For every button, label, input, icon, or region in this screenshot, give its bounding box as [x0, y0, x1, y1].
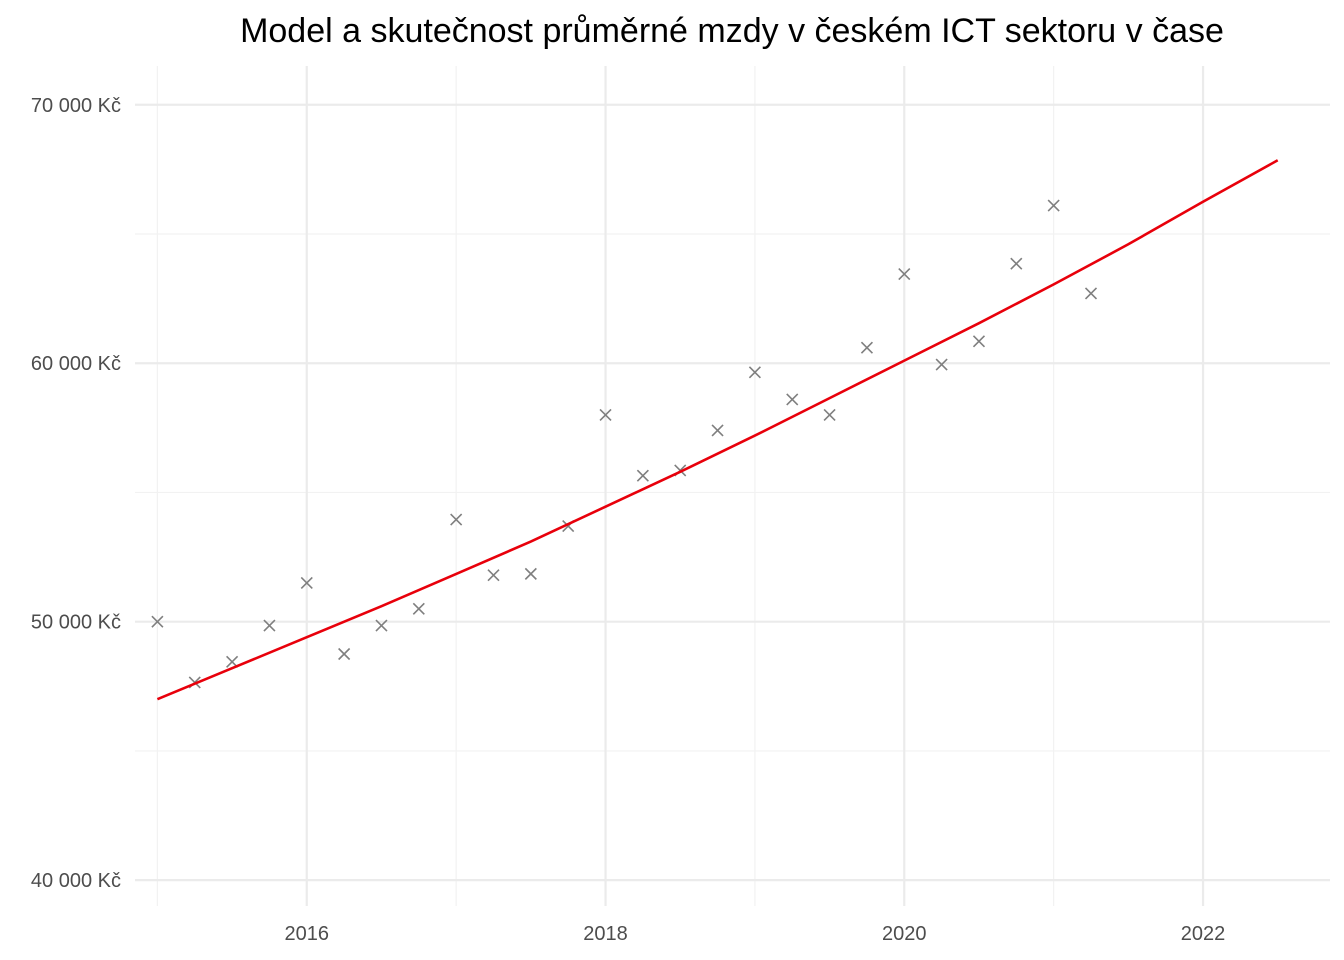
x-tick-label: 2018 [583, 923, 628, 945]
data-point [748, 366, 761, 379]
model-line [156, 159, 1279, 701]
data-point [935, 358, 948, 371]
data-point [263, 619, 276, 632]
data-point [412, 602, 425, 615]
data-point [636, 469, 649, 482]
y-tick-label: 70 000 Kč [31, 95, 121, 117]
data-point [487, 569, 500, 582]
plot-area [151, 159, 1279, 701]
data-point [898, 267, 911, 281]
grid-lines [135, 66, 1330, 906]
x-tick-label: 2016 [285, 923, 330, 945]
data-point [860, 341, 874, 354]
data-point [450, 513, 463, 526]
data-point [972, 335, 986, 348]
chart-title: Model a skutečnost průměrné mzdy v české… [240, 12, 1224, 50]
y-axis-tick-labels: 40 000 Kč 50 000 Kč 60 000 Kč 70 000 Kč [31, 95, 121, 892]
data-point [1084, 287, 1098, 300]
y-tick-label: 60 000 Kč [31, 353, 121, 375]
data-point [786, 393, 799, 406]
y-tick-label: 40 000 Kč [31, 870, 121, 892]
data-point [524, 567, 537, 580]
data-point [151, 615, 164, 628]
data-point [711, 424, 724, 437]
data-point [375, 619, 388, 632]
data-point [1010, 257, 1023, 270]
data-point [338, 647, 351, 661]
data-point [1047, 199, 1060, 212]
data-point [823, 408, 836, 421]
data-point [300, 576, 313, 589]
x-axis-tick-labels: 2016 2018 2020 2022 [285, 923, 1226, 945]
x-tick-label: 2020 [882, 923, 927, 945]
y-tick-label: 50 000 Kč [31, 612, 121, 634]
x-tick-label: 2022 [1181, 923, 1226, 945]
data-point [599, 408, 612, 421]
